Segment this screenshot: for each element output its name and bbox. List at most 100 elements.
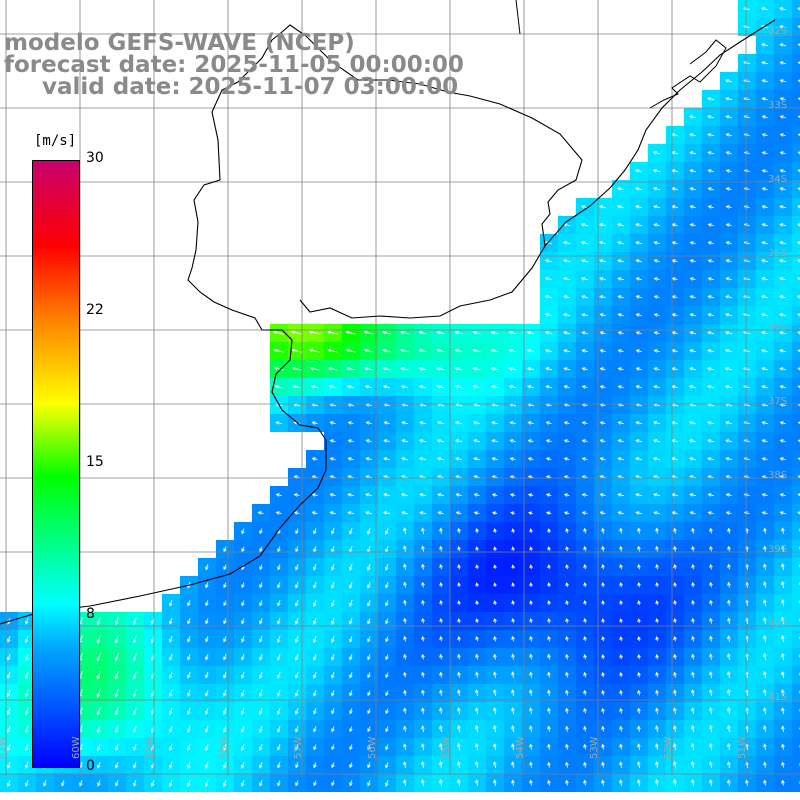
wind-arrow [709, 545, 713, 552]
wind-arrow [331, 744, 335, 751]
wind-arrow [205, 564, 209, 571]
wind-arrow [346, 384, 355, 389]
wind-arrow [673, 563, 677, 570]
wind-arrow [707, 439, 715, 443]
wind-arrow [779, 79, 786, 83]
lat-lon-grid [0, 0, 800, 775]
wind-arrow [439, 617, 443, 624]
wind-arrow [277, 780, 281, 787]
wind-arrow [329, 493, 336, 497]
wind-arrow [761, 223, 768, 227]
wind-arrow [290, 330, 303, 335]
wind-arrow [601, 725, 605, 732]
wind-arrow [364, 385, 373, 389]
wind-arrow [583, 653, 587, 660]
wind-arrow [617, 385, 624, 389]
latitude-label: 37S [768, 396, 788, 407]
wind-arrow [547, 743, 551, 750]
wind-arrow [457, 564, 461, 570]
wind-arrow [331, 653, 335, 661]
wind-arrow [601, 563, 605, 570]
wind-arrow [691, 527, 695, 534]
wind-arrow [259, 653, 263, 661]
wind-arrow [617, 367, 624, 371]
wind-arrow [403, 689, 407, 696]
wind-speed-cell [792, 144, 800, 162]
wind-arrow [691, 653, 695, 660]
wind-arrow [617, 439, 624, 443]
wind-arrow [187, 654, 191, 661]
wind-arrow [599, 385, 606, 389]
wind-arrow [763, 725, 767, 732]
wind-arrow [673, 527, 677, 534]
wind-arrow [691, 671, 695, 678]
latitude-label: 36S [768, 322, 788, 333]
wind-arrow [418, 457, 427, 461]
wind-arrow [583, 779, 587, 786]
latitude-label: 33S [768, 100, 788, 111]
wind-arrow [617, 511, 624, 515]
wind-arrow [653, 439, 661, 443]
wind-arrow [563, 349, 571, 353]
wind-arrow [617, 457, 624, 461]
wind-arrow [761, 151, 768, 155]
wind-arrow [473, 439, 481, 443]
colorbar-tick-30: 30 [86, 150, 104, 166]
wind-arrow [168, 761, 173, 769]
wind-speed-cell [792, 666, 800, 684]
wind-arrow [779, 385, 786, 389]
wind-speed-cell [792, 684, 800, 702]
wind-arrow [311, 493, 318, 497]
wind-arrow [779, 151, 786, 155]
wind-arrow [724, 331, 733, 335]
wind-arrow [222, 707, 227, 715]
wind-arrow [529, 689, 533, 696]
wind-arrow [168, 779, 173, 787]
wind-arrow [313, 744, 317, 751]
wind-arrow [616, 223, 625, 227]
wind-arrow [655, 618, 659, 624]
latitude-label: 32S [768, 26, 788, 37]
wind-arrow [457, 760, 461, 769]
latitude-label: 40S [768, 618, 788, 629]
wind-arrow [421, 671, 425, 678]
wind-arrow [781, 581, 785, 589]
wind-arrow [637, 743, 641, 750]
wind-arrow [583, 689, 587, 696]
wind-arrow [491, 439, 499, 443]
longitude-label: 57W [293, 736, 304, 759]
wind-arrow [241, 582, 245, 589]
wind-arrow [7, 779, 11, 787]
wind-arrow [544, 294, 553, 299]
wind-arrow [312, 635, 317, 643]
wind-arrow [421, 778, 425, 787]
wind-arrow [599, 331, 606, 335]
wind-arrow [223, 582, 227, 589]
wind-arrow [725, 187, 732, 191]
wind-arrow [727, 545, 731, 552]
wind-arrow [581, 511, 588, 515]
wind-arrow [383, 439, 390, 443]
wind-arrow [222, 743, 227, 751]
wind-arrow [583, 707, 587, 714]
wind-arrow [276, 671, 281, 679]
wind-arrow [273, 366, 284, 371]
wind-arrow [349, 654, 353, 661]
wind-arrow [706, 367, 715, 371]
wind-arrow [565, 545, 569, 552]
wind-arrow [403, 671, 407, 678]
wind-arrow [403, 581, 407, 588]
wind-arrow [724, 349, 733, 353]
wind-arrow [329, 457, 336, 461]
wind-arrow [763, 779, 767, 786]
wind-arrow [258, 707, 263, 715]
wind-arrow [439, 760, 443, 769]
wind-arrow [401, 439, 409, 443]
wind-arrow [259, 528, 263, 535]
wind-arrow [673, 742, 677, 751]
wind-arrow [634, 187, 643, 191]
wind-arrow [240, 707, 245, 715]
wind-arrow [691, 778, 695, 787]
wind-arrow [635, 331, 642, 335]
wind-arrow [761, 61, 769, 65]
